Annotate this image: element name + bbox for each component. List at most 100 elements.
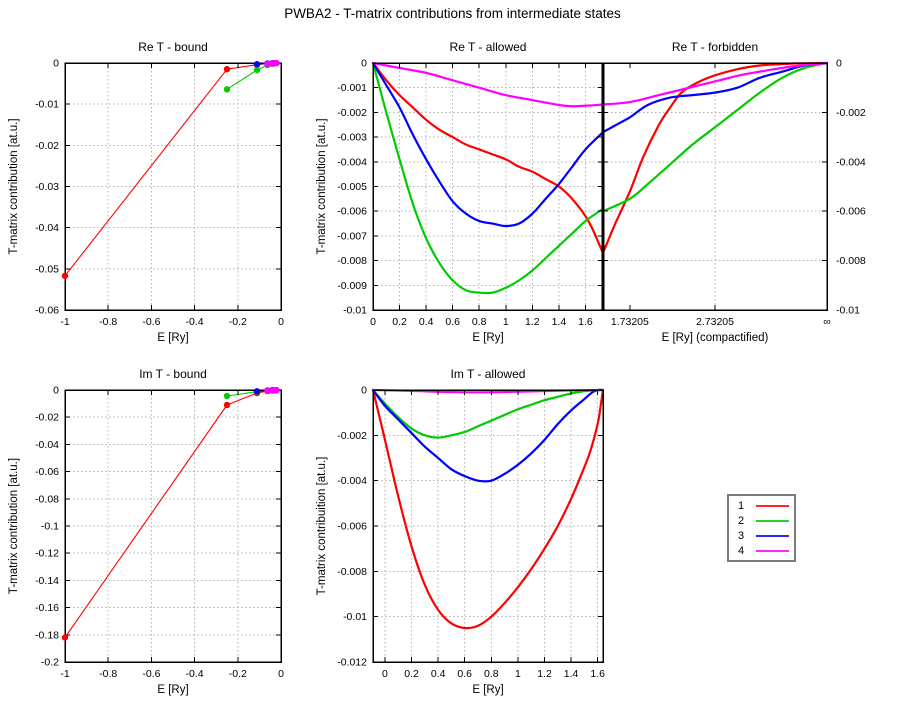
x-tick-label: 1.4 bbox=[552, 316, 567, 328]
x-tick-label: 0.6 bbox=[445, 316, 460, 328]
series-2-curve bbox=[601, 61, 829, 213]
y-tick-label: -0.004 bbox=[337, 475, 367, 487]
y-tick-label: -0.2 bbox=[41, 657, 59, 669]
y-tick-label: -0.18 bbox=[35, 629, 59, 641]
legend-item-label: 3 bbox=[738, 529, 745, 542]
series-1-line bbox=[64, 62, 276, 277]
y-tick-label: -0.012 bbox=[337, 657, 367, 669]
x-tick-label: 0.2 bbox=[404, 668, 419, 680]
x-tick-label: 1.6 bbox=[590, 668, 605, 680]
series-1-curve bbox=[371, 388, 605, 630]
x-tick-label: -0.8 bbox=[99, 316, 117, 328]
x-tick-label: 0.4 bbox=[419, 316, 434, 328]
grid bbox=[64, 389, 282, 663]
legend-line-sample bbox=[756, 534, 789, 537]
legend-line-sample bbox=[756, 549, 789, 552]
y-tick-label: -0.008 bbox=[337, 255, 367, 267]
x-tick-label: 1 bbox=[515, 668, 521, 680]
series-4-point bbox=[273, 386, 280, 394]
x-tick-label: 1.73205 bbox=[611, 316, 649, 328]
x-axis-label: E [Ry] (compactified) bbox=[662, 332, 769, 344]
legend-line-sample bbox=[756, 504, 789, 507]
panel-re-t-bound: Re T - bound -1 -0.8 -0.6 -0.4 -0.2 0 0 -0.01 -0.… bbox=[8, 40, 284, 344]
grid bbox=[64, 62, 282, 311]
tick-marks bbox=[373, 389, 603, 663]
x-tick-label: 1.4 bbox=[564, 668, 579, 680]
series-1-point bbox=[223, 401, 231, 409]
x-tick-label: -0.4 bbox=[186, 316, 204, 328]
y-tick-label: -0.002 bbox=[836, 107, 866, 119]
panel-title: Im T - bound bbox=[139, 367, 207, 381]
x-tick-label: -1 bbox=[60, 668, 69, 680]
y-tick-label: -0.02 bbox=[35, 140, 59, 152]
panel-title: Re T - bound bbox=[138, 40, 208, 54]
x-tick-label: 0.2 bbox=[392, 316, 407, 328]
y-tick-label: -0.01 bbox=[836, 305, 860, 317]
y-tick-label: -0.1 bbox=[41, 521, 59, 533]
y-tick-label: -0.06 bbox=[35, 305, 59, 317]
series-1-curve bbox=[371, 61, 605, 255]
x-tick-label: -0.4 bbox=[186, 668, 204, 680]
y-tick-label: -0.004 bbox=[337, 156, 367, 168]
y-tick-label: -0.03 bbox=[35, 181, 59, 193]
legend-item-label: 1 bbox=[738, 499, 745, 512]
legend-item: 3 bbox=[729, 530, 794, 542]
y-tick-label: -0.04 bbox=[35, 439, 59, 451]
tick-marks bbox=[603, 62, 828, 311]
panel-re-t-forbidden: Re T - forbidden 1.73205 2.73205 ∞ 0 -0.002 -0… bbox=[601, 40, 866, 344]
x-axis-label: E [Ry] bbox=[157, 332, 188, 344]
series-4-curve bbox=[371, 61, 605, 108]
y-tick-label: -0.008 bbox=[337, 566, 367, 578]
x-tick-label: 0.6 bbox=[457, 668, 472, 680]
x-tick-label: 1 bbox=[503, 316, 509, 328]
panel-im-t-bound: Im T - bound -1 -0.8 -0.6 -0.4 -0.2 0 0 -0.02 -0.… bbox=[8, 367, 284, 696]
x-tick-label: -0.6 bbox=[142, 668, 160, 680]
y-tick-label: -0.005 bbox=[337, 181, 367, 193]
legend-item-label: 2 bbox=[738, 514, 745, 527]
x-tick-label: -0.2 bbox=[229, 668, 247, 680]
y-axis-label: T-matrix contribuition [at.u.] bbox=[316, 457, 328, 596]
panel-title: Re T - forbidden bbox=[672, 40, 758, 54]
series-3-curve bbox=[601, 61, 829, 134]
x-tick-label: -0.8 bbox=[99, 668, 117, 680]
y-axis-label: T-matrix contribution [at.u.] bbox=[8, 458, 20, 594]
panel-border bbox=[372, 389, 604, 663]
x-tick-label: 0 bbox=[370, 316, 376, 328]
x-tick-label: 1.6 bbox=[578, 316, 593, 328]
y-tick-label: -0.006 bbox=[337, 206, 367, 218]
x-tick-label: 0.8 bbox=[472, 316, 487, 328]
series-4-point bbox=[264, 60, 271, 68]
series-4-point bbox=[264, 387, 271, 394]
x-tick-label: 2.73205 bbox=[696, 316, 734, 328]
legend-line-sample bbox=[756, 519, 789, 522]
x-tick-label: -0.6 bbox=[142, 316, 160, 328]
series-4-point bbox=[273, 59, 280, 67]
page-title: PWBA2 - T-matrix contributions from inte… bbox=[284, 6, 621, 21]
series-3-curve bbox=[371, 388, 605, 483]
y-tick-label: -0.001 bbox=[337, 82, 367, 94]
y-tick-label: 0 bbox=[361, 385, 367, 397]
legend-item-label: 4 bbox=[738, 544, 745, 557]
series-1-point bbox=[61, 272, 69, 280]
legend-item: 4 bbox=[729, 545, 794, 557]
series-3-point bbox=[253, 61, 261, 68]
series-1-curve bbox=[601, 61, 829, 255]
x-axis-label: E [Ry] bbox=[472, 684, 503, 696]
x-tick-label: -1 bbox=[60, 316, 69, 328]
x-tick-label: 0 bbox=[278, 668, 284, 680]
x-tick-label: 0 bbox=[278, 316, 284, 328]
x-axis-label: E [Ry] bbox=[472, 332, 503, 344]
x-tick-label: 0 bbox=[382, 668, 388, 680]
y-tick-label: -0.08 bbox=[35, 493, 59, 505]
series-1-line bbox=[64, 389, 276, 638]
y-tick-label: -0.003 bbox=[337, 132, 367, 144]
x-tick-label: -0.2 bbox=[229, 316, 247, 328]
y-tick-label: -0.004 bbox=[836, 156, 866, 168]
x-tick-label: 1.2 bbox=[537, 668, 552, 680]
y-tick-label: -0.007 bbox=[337, 230, 367, 242]
x-tick-label: 1.2 bbox=[525, 316, 540, 328]
y-tick-label: 0 bbox=[53, 58, 59, 70]
y-tick-label: -0.006 bbox=[836, 206, 866, 218]
